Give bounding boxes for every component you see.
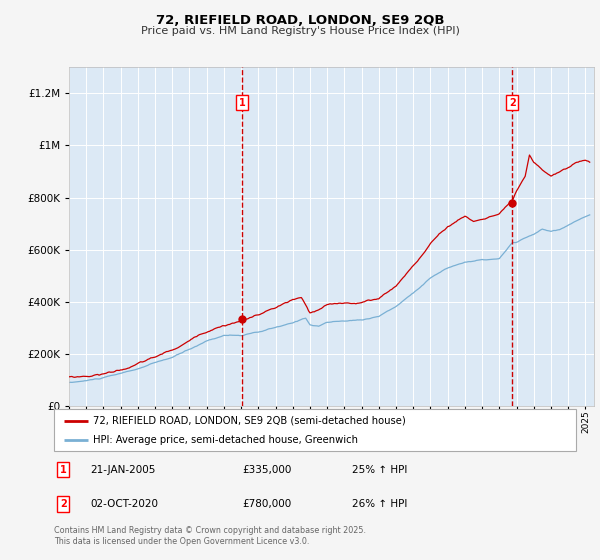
Text: Price paid vs. HM Land Registry's House Price Index (HPI): Price paid vs. HM Land Registry's House … <box>140 26 460 36</box>
Text: 25% ↑ HPI: 25% ↑ HPI <box>352 465 407 475</box>
Text: HPI: Average price, semi-detached house, Greenwich: HPI: Average price, semi-detached house,… <box>93 435 358 445</box>
Text: 2: 2 <box>509 98 515 108</box>
Text: 21-JAN-2005: 21-JAN-2005 <box>91 465 156 475</box>
FancyBboxPatch shape <box>54 409 576 451</box>
Text: £335,000: £335,000 <box>242 465 291 475</box>
Text: 2: 2 <box>60 499 67 509</box>
Text: 72, RIEFIELD ROAD, LONDON, SE9 2QB (semi-detached house): 72, RIEFIELD ROAD, LONDON, SE9 2QB (semi… <box>93 416 406 426</box>
Text: 02-OCT-2020: 02-OCT-2020 <box>91 499 158 509</box>
Text: £780,000: £780,000 <box>242 499 291 509</box>
Text: Contains HM Land Registry data © Crown copyright and database right 2025.
This d: Contains HM Land Registry data © Crown c… <box>54 526 366 546</box>
Text: 1: 1 <box>60 465 67 475</box>
Text: 72, RIEFIELD ROAD, LONDON, SE9 2QB: 72, RIEFIELD ROAD, LONDON, SE9 2QB <box>156 14 444 27</box>
Text: 1: 1 <box>239 98 245 108</box>
Text: 26% ↑ HPI: 26% ↑ HPI <box>352 499 407 509</box>
